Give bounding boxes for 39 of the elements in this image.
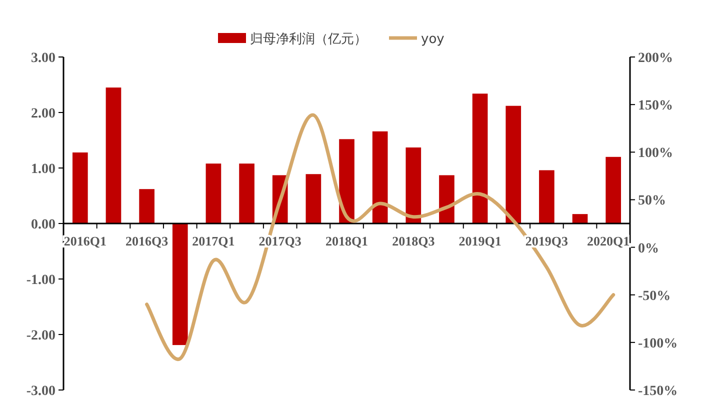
x-tick-label: 2018Q3 [392, 234, 436, 248]
legend-label: 归母净利润（亿元） [250, 32, 367, 47]
bar [506, 106, 522, 224]
y-tick-label: 0.00 [31, 218, 56, 232]
y2-tick-label: -100% [638, 336, 678, 352]
bar [72, 152, 88, 224]
bar [606, 156, 622, 224]
bar [172, 224, 188, 346]
y-tick-label: -2.00 [26, 328, 56, 344]
y2-tick-label: 100% [638, 146, 673, 162]
y2-tick-label: -50% [638, 288, 671, 304]
y2-tick-label: 150% [638, 98, 673, 114]
bar [339, 139, 354, 224]
x-tick-label: 2017Q1 [192, 234, 235, 248]
y-tick-label: -3.00 [26, 384, 56, 399]
bar [239, 164, 254, 224]
y-tick-label: 1.00 [31, 162, 56, 177]
legend-label: yoy [421, 32, 445, 47]
x-tick-label: 2019Q1 [458, 234, 502, 248]
y2-tick-label: 200% [638, 51, 673, 66]
bar [539, 170, 554, 224]
y2-tick-label: 50% [638, 194, 666, 209]
x-tick-label: 2020Q1 [587, 234, 630, 248]
y-tick-label: -1.00 [26, 273, 56, 288]
y-tick-label: 2.00 [31, 106, 56, 122]
bar [572, 214, 588, 224]
bar [372, 131, 388, 224]
bar [439, 175, 454, 224]
bar [106, 88, 122, 224]
bar [206, 164, 222, 224]
bar [472, 94, 488, 224]
x-tick-label: 2018Q1 [325, 234, 368, 248]
x-tick-label: 2016Q3 [125, 234, 169, 248]
y-tick-label: 3.00 [31, 51, 56, 66]
y2-tick-label: 0% [638, 241, 659, 256]
bar [139, 189, 154, 224]
bar [406, 147, 422, 224]
y2-tick-label: -150% [638, 384, 678, 399]
bar [306, 174, 322, 224]
